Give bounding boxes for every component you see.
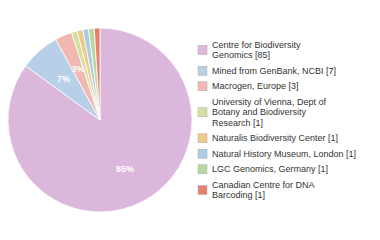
data-labels: 85% 7%3%	[57, 64, 134, 174]
legend-swatch	[198, 149, 207, 158]
legend-item: Mined from GenBank, NCBI [7]	[198, 66, 336, 76]
legend-label: Macrogen, Europe [3]	[212, 81, 299, 91]
chart: 85% 7%3% Centre for BiodiversityGenomics […	[0, 0, 380, 240]
legend-swatch	[198, 82, 207, 91]
data-label: 7%	[57, 74, 70, 84]
legend-swatch	[198, 165, 207, 174]
legend-swatch	[198, 134, 207, 143]
legend-label: Canadian Centre for DNABarcoding [1]	[212, 180, 315, 201]
slice	[94, 28, 100, 120]
legend-item: Macrogen, Europe [3]	[198, 81, 299, 91]
slice	[83, 29, 100, 120]
legend-swatch	[198, 186, 207, 195]
legend-swatch	[198, 66, 207, 75]
data-label: 3%	[72, 64, 85, 74]
legend: Centre for BiodiversityGenomics [85] Mine…	[198, 40, 356, 201]
data-label: 85%	[116, 164, 134, 174]
legend-label: Centre for BiodiversityGenomics [85]	[212, 40, 301, 61]
slice	[8, 28, 192, 212]
legend-label: LGC Genomics, Germany [1]	[212, 164, 328, 174]
legend-swatch	[198, 108, 207, 117]
legend-label: Mined from GenBank, NCBI [7]	[212, 66, 336, 76]
legend-item: University of Vienna, Dept ofBotany and …	[198, 97, 326, 128]
legend-item: Naturalis Biodiversity Center [1]	[198, 133, 338, 143]
slices	[8, 28, 192, 212]
slice	[88, 28, 100, 120]
legend-item: Centre for BiodiversityGenomics [85]	[198, 40, 301, 61]
legend-item: Natural History Museum, London [1]	[198, 149, 356, 159]
legend-item: LGC Genomics, Germany [1]	[198, 164, 328, 174]
legend-label: Naturalis Biodiversity Center [1]	[212, 133, 338, 143]
legend-swatch	[198, 46, 207, 55]
legend-label: University of Vienna, Dept ofBotany and …	[212, 97, 326, 128]
legend-item: Canadian Centre for DNABarcoding [1]	[198, 180, 315, 201]
legend-label: Natural History Museum, London [1]	[212, 149, 356, 159]
